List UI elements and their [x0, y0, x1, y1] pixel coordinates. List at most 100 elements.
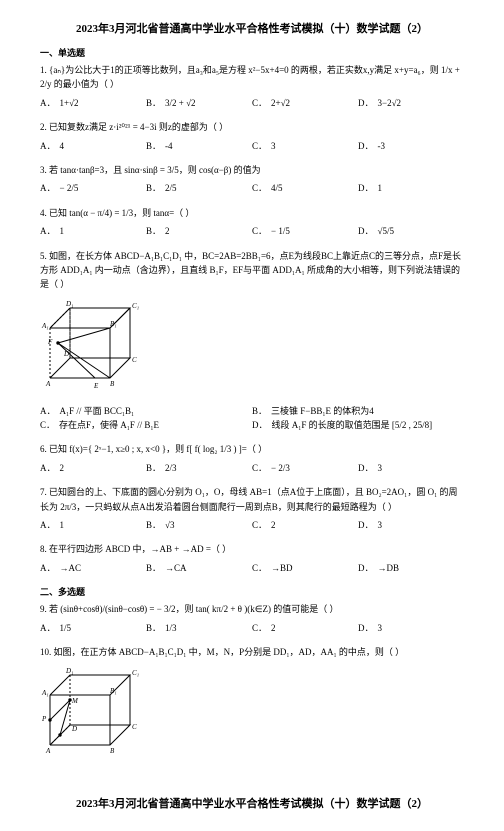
q8-opt-B: B．→CA	[146, 561, 252, 575]
q3-A-text: − 2/5	[60, 183, 79, 193]
q6-opt-A: A．2	[40, 461, 146, 475]
page-title: 2023年3月河北省普通高中学业水平合格性考试模拟（十）数学试题（2）	[40, 20, 464, 36]
q7-options: A．1 B．√3 C．2 D．3	[40, 518, 464, 532]
q5-A-text: A₁F // 平面 BCC₁B₁	[60, 406, 135, 416]
q4-C-text: − 1/5	[271, 226, 290, 236]
q7-stem: 7. 已知圆台的上、下底面的圆心分别为 O₁，O，母线 AB=1（点A位于上底面…	[40, 485, 464, 514]
q3-C-text: 4/5	[271, 183, 283, 193]
q1-D-text: 3−2√2	[378, 98, 402, 108]
q9-options: A．1/5 B．1/3 C．2 D．3	[40, 621, 464, 635]
q2-B-text: -4	[165, 141, 173, 151]
q5-opt-C: C．存在点F，使得 A₁F // B₁E	[40, 418, 252, 432]
q3-B-text: 2/5	[165, 183, 177, 193]
q2-opt-D: D．-3	[358, 139, 464, 153]
q5-figure: A B C D A₁ B₁ C₁ D₁ E F	[40, 298, 464, 398]
q7-C-text: 2	[271, 520, 276, 530]
q6-A-text: 2	[60, 463, 65, 473]
q9-A-text: 1/5	[60, 623, 72, 633]
q3-opt-A: A．− 2/5	[40, 181, 146, 195]
q3-D-text: 1	[378, 183, 383, 193]
lbl10-A: A	[45, 747, 51, 755]
lbl10-P: P	[41, 715, 47, 723]
q8-A-text: →AC	[60, 563, 82, 573]
q2-A-text: 4	[60, 141, 65, 151]
question-6: 6. 已知 f(x)={ 2ˣ−1, x≥0 ; x, x<0 }，则 f[ f…	[40, 442, 464, 475]
q9-opt-D: D．3	[358, 621, 464, 635]
q3-opt-C: C．4/5	[252, 181, 358, 195]
q6-opt-B: B．2/3	[146, 461, 252, 475]
q7-opt-D: D．3	[358, 518, 464, 532]
q9-opt-C: C．2	[252, 621, 358, 635]
q9-B-text: 1/3	[165, 623, 177, 633]
q8-opt-A: A．→AC	[40, 561, 146, 575]
q2-opt-A: A．4	[40, 139, 146, 153]
q1-options: A．1+√2 B．3/2 + √2 C．2+√2 D．3−2√2	[40, 96, 464, 110]
q5-C-text: 存在点F，使得 A₁F // B₁E	[59, 420, 159, 430]
q1-opt-B: B．3/2 + √2	[146, 96, 252, 110]
lbl10-C: C	[132, 723, 137, 731]
question-2: 2. 已知复数z满足 z·i²⁰²¹ = 4−3i 则z的虚部为（ ） A．4 …	[40, 120, 464, 153]
q5-options: A．A₁F // 平面 BCC₁B₁ B．三棱锥 F−BB₁E 的体积为4 C．…	[40, 404, 464, 433]
q4-opt-B: B．2	[146, 224, 252, 238]
q4-opt-A: A．1	[40, 224, 146, 238]
q5-D-text: 线段 A₁F 的长度的取值范围是 [5/2 , 25/8]	[272, 420, 433, 430]
lbl10-D1: D₁	[65, 667, 74, 675]
lbl-C: C	[132, 356, 137, 364]
q1-A-text: 1+√2	[60, 98, 79, 108]
q9-opt-B: B．1/3	[146, 621, 252, 635]
q4-D-text: √5/5	[378, 226, 394, 236]
q9-stem: 9. 若 (sinθ+cosθ)/(sinθ−cosθ) = − 3/2，则 t…	[40, 602, 464, 616]
section-single: 一、单选题	[40, 46, 464, 59]
q7-B-text: √3	[165, 520, 174, 530]
q9-D-text: 3	[378, 623, 383, 633]
q8-B-text: →CA	[165, 563, 187, 573]
q6-opt-D: D．3	[358, 461, 464, 475]
q3-options: A．− 2/5 B．2/5 C．4/5 D．1	[40, 181, 464, 195]
q8-C-text: →BD	[271, 563, 293, 573]
lbl-F: F	[47, 338, 53, 346]
q7-opt-C: C．2	[252, 518, 358, 532]
q5-opt-D: D．线段 A₁F 的长度的取值范围是 [5/2 , 25/8]	[252, 418, 464, 432]
q2-opt-B: B．-4	[146, 139, 252, 153]
question-10: 10. 如图，在正方体 ABCD−A₁B₁C₁D₁ 中，M，N，P分别是 DD₁…	[40, 645, 464, 765]
question-8: 8. 在平行四边形 ABCD 中，→AB + →AD =（ ） A．→AC B．…	[40, 542, 464, 575]
question-1: 1. {aₙ}为公比大于1的正项等比数列，且a₃和a₅是方程 x²−5x+4=0…	[40, 63, 464, 110]
q4-B-text: 2	[165, 226, 170, 236]
q1-stem: 1. {aₙ}为公比大于1的正项等比数列，且a₃和a₅是方程 x²−5x+4=0…	[40, 63, 464, 92]
q2-opt-C: C．3	[252, 139, 358, 153]
q8-opt-D: D．→DB	[358, 561, 464, 575]
q6-D-text: 3	[378, 463, 383, 473]
q10-stem: 10. 如图，在正方体 ABCD−A₁B₁C₁D₁ 中，M，N，P分别是 DD₁…	[40, 645, 464, 659]
q2-D-text: -3	[378, 141, 386, 151]
q3-stem: 3. 若 tanα·tanβ=3，且 sinα·sinβ = 3/5，则 cos…	[40, 163, 464, 177]
q1-opt-A: A．1+√2	[40, 96, 146, 110]
q1-opt-C: C．2+√2	[252, 96, 358, 110]
question-7: 7. 已知圆台的上、下底面的圆心分别为 O₁，O，母线 AB=1（点A位于上底面…	[40, 485, 464, 532]
q5-opt-A: A．A₁F // 平面 BCC₁B₁	[40, 404, 252, 418]
q5-stem: 5. 如图，在长方体 ABCD−A₁B₁C₁D₁ 中，BC=2AB=2BB₁=6…	[40, 249, 464, 292]
lbl-A1: A₁	[41, 322, 49, 330]
lbl10-B: B	[110, 747, 115, 755]
q1-opt-D: D．3−2√2	[358, 96, 464, 110]
q6-options: A．2 B．2/3 C．− 2/3 D．3	[40, 461, 464, 475]
lbl-D: D	[63, 350, 69, 358]
question-3: 3. 若 tanα·tanβ=3，且 sinα·sinβ = 3/5，则 cos…	[40, 163, 464, 196]
lbl10-M: M	[71, 697, 79, 705]
q6-C-text: − 2/3	[271, 463, 290, 473]
q4-A-text: 1	[60, 226, 65, 236]
q3-opt-B: B．2/5	[146, 181, 252, 195]
q9-C-text: 2	[271, 623, 276, 633]
q6-opt-C: C．− 2/3	[252, 461, 358, 475]
lbl-C1: C₁	[132, 302, 139, 310]
q4-stem: 4. 已知 tan(α − π/4) = 1/3，则 tanα=（ ）	[40, 206, 464, 220]
lbl10-A1: A₁	[41, 689, 49, 697]
q8-opt-C: C．→BD	[252, 561, 358, 575]
q8-D-text: →DB	[378, 563, 400, 573]
q4-opt-D: D．√5/5	[358, 224, 464, 238]
page-footer: 2023年3月河北省普通高中学业水平合格性考试模拟（十）数学试题（2）	[40, 795, 464, 811]
q1-B-text: 3/2 + √2	[165, 98, 196, 108]
q7-D-text: 3	[378, 520, 383, 530]
q10-figure: A B C D A₁ B₁ C₁ D₁ M P	[40, 665, 464, 765]
question-9: 9. 若 (sinθ+cosθ)/(sinθ−cosθ) = − 3/2，则 t…	[40, 602, 464, 635]
q6-stem: 6. 已知 f(x)={ 2ˣ−1, x≥0 ; x, x<0 }，则 f[ f…	[40, 442, 464, 456]
